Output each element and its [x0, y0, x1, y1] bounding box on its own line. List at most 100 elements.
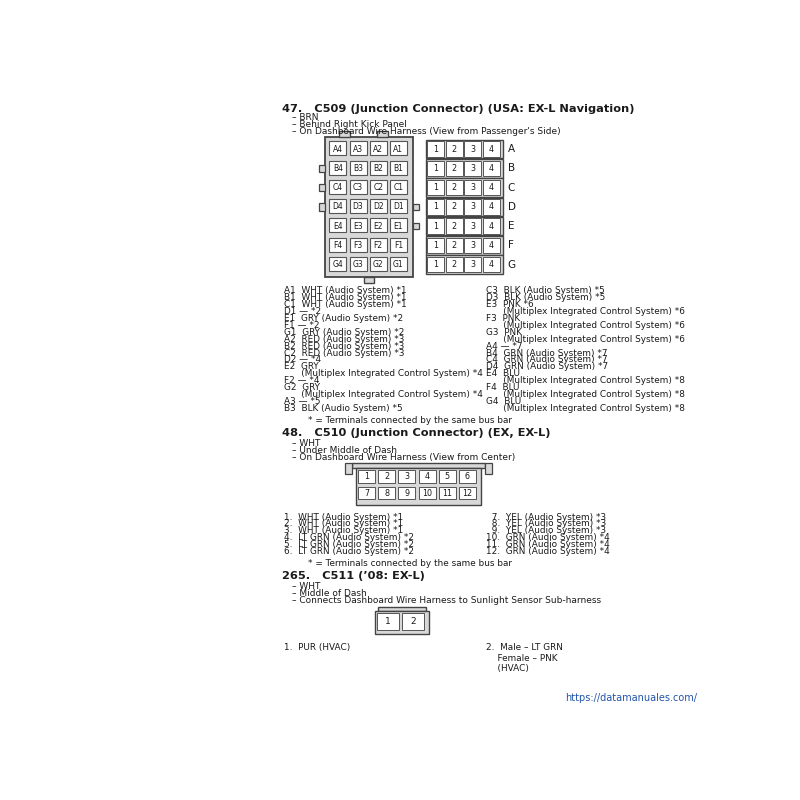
Text: 7.  YEL (Audio System) *3: 7. YEL (Audio System) *3	[486, 513, 606, 522]
Text: B4  GRN (Audio System) *7: B4 GRN (Audio System) *7	[486, 349, 607, 358]
Bar	[483, 180, 500, 195]
Text: C: C	[508, 182, 515, 193]
Bar	[350, 238, 366, 251]
Text: 2.  Male – LT GRN
    Female – PNK
    (HVAC): 2. Male – LT GRN Female – PNK (HVAC)	[486, 643, 563, 674]
Text: 6.  LT GRN (Audio System) *2: 6. LT GRN (Audio System) *2	[284, 547, 414, 556]
Text: B3: B3	[353, 164, 363, 173]
Bar	[483, 161, 500, 176]
Text: – Under Middle of Dash: – Under Middle of Dash	[292, 446, 398, 454]
Bar	[464, 161, 482, 176]
Bar	[485, 463, 492, 474]
Text: 2: 2	[452, 202, 457, 211]
Bar	[483, 142, 500, 157]
Bar	[338, 130, 350, 137]
Text: – On Dashboard Wire Harness (View from Passenger's Side): – On Dashboard Wire Harness (View from P…	[292, 126, 561, 136]
Text: (Multiplex Integrated Control System) *6: (Multiplex Integrated Control System) *6	[486, 307, 685, 316]
Text: C2  RED (Audio System) *3: C2 RED (Audio System) *3	[284, 349, 404, 358]
Bar	[358, 487, 375, 499]
Text: A3 — *5: A3 — *5	[284, 397, 320, 406]
Bar	[446, 238, 462, 253]
Text: (Multiplex Integrated Control System) *8: (Multiplex Integrated Control System) *8	[486, 404, 685, 413]
Text: B1  WHT (Audio System) *1: B1 WHT (Audio System) *1	[284, 293, 406, 302]
Text: A1  WHT (Audio System) *1: A1 WHT (Audio System) *1	[284, 286, 406, 295]
Bar	[426, 178, 503, 197]
Text: F4  BLU: F4 BLU	[486, 383, 519, 392]
Bar	[459, 470, 476, 482]
Text: 265.   C511 (’08: EX-L): 265. C511 (’08: EX-L)	[282, 571, 425, 581]
Bar	[350, 142, 366, 155]
Text: F2: F2	[374, 241, 382, 250]
Text: 1: 1	[364, 472, 369, 481]
Text: 1: 1	[433, 260, 438, 269]
Bar	[378, 470, 395, 482]
Bar	[459, 487, 476, 499]
Bar	[398, 470, 415, 482]
Text: F1: F1	[394, 241, 403, 250]
Text: 2: 2	[410, 618, 416, 626]
Text: B1: B1	[394, 164, 403, 173]
Text: F3  PNK: F3 PNK	[486, 314, 520, 323]
Bar	[350, 161, 366, 174]
Bar	[375, 611, 430, 634]
Text: D3  BLK (Audio System) *5: D3 BLK (Audio System) *5	[486, 293, 606, 302]
Bar	[352, 463, 485, 468]
Text: G1: G1	[393, 260, 404, 269]
Bar	[350, 257, 366, 270]
Text: A2: A2	[374, 145, 383, 154]
Bar	[446, 161, 462, 176]
Bar	[345, 463, 352, 474]
Bar	[350, 199, 366, 213]
Bar	[413, 223, 419, 230]
Text: 8: 8	[384, 489, 390, 498]
Text: F3: F3	[354, 241, 362, 250]
Bar	[413, 204, 419, 210]
Text: D2: D2	[373, 202, 383, 211]
Text: D4: D4	[333, 202, 343, 211]
Bar	[438, 487, 456, 499]
Text: E4: E4	[333, 222, 342, 230]
Bar	[330, 199, 346, 213]
Bar	[483, 218, 500, 234]
Bar	[446, 142, 462, 157]
Text: G: G	[508, 260, 516, 270]
Bar	[370, 180, 386, 194]
Bar	[390, 218, 407, 232]
Bar	[426, 159, 503, 178]
Text: G3  PNK: G3 PNK	[486, 328, 522, 337]
Bar	[402, 614, 424, 630]
Text: – Behind Right Kick Panel: – Behind Right Kick Panel	[292, 120, 407, 129]
Text: 2: 2	[452, 145, 457, 154]
Text: 1: 1	[433, 222, 438, 230]
Text: G4  BLU: G4 BLU	[486, 397, 522, 406]
Text: 4: 4	[489, 222, 494, 230]
Bar	[318, 203, 325, 210]
Text: A3: A3	[353, 145, 363, 154]
Text: 1: 1	[433, 183, 438, 192]
Text: 3.  WHT (Audio System) *1: 3. WHT (Audio System) *1	[284, 526, 403, 535]
Text: https://datamanuales.com/: https://datamanuales.com/	[565, 693, 697, 702]
Text: 2: 2	[452, 164, 457, 173]
Bar	[378, 606, 426, 611]
Bar	[330, 142, 346, 155]
Bar	[398, 487, 415, 499]
Text: A4 — *7: A4 — *7	[486, 342, 522, 350]
Bar	[350, 218, 366, 232]
Bar	[390, 199, 407, 213]
Text: 2: 2	[452, 222, 457, 230]
Text: 7: 7	[364, 489, 369, 498]
Text: 1: 1	[433, 241, 438, 250]
Text: 9.  YEL (Audio System) *3: 9. YEL (Audio System) *3	[486, 526, 606, 535]
Text: F: F	[508, 240, 514, 250]
Text: E: E	[508, 221, 514, 231]
Text: (Multiplex Integrated Control System) *6: (Multiplex Integrated Control System) *6	[486, 334, 685, 344]
Text: G2: G2	[373, 260, 383, 269]
Text: 9: 9	[404, 489, 410, 498]
Bar	[426, 217, 503, 235]
Bar	[378, 130, 388, 137]
Bar	[318, 165, 325, 172]
Text: 11.  GRN (Audio System) *4: 11. GRN (Audio System) *4	[486, 540, 610, 550]
Bar	[483, 238, 500, 253]
Text: C4  GRN (Audio System) *7: C4 GRN (Audio System) *7	[486, 355, 607, 365]
Text: D1 — *2: D1 — *2	[284, 307, 321, 316]
Bar	[318, 184, 325, 191]
